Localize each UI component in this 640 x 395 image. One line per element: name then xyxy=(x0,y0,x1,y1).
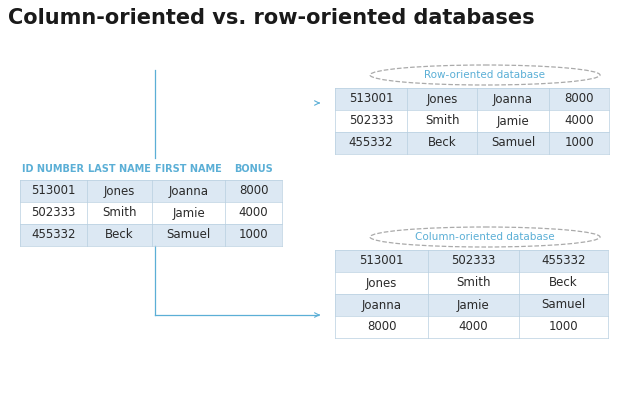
Text: 513001: 513001 xyxy=(31,184,76,198)
FancyBboxPatch shape xyxy=(335,294,608,316)
Text: 1000: 1000 xyxy=(548,320,579,333)
Text: Column-oriented database: Column-oriented database xyxy=(415,232,555,242)
Ellipse shape xyxy=(370,227,600,247)
Text: 455332: 455332 xyxy=(349,137,393,149)
Text: Jamie: Jamie xyxy=(497,115,529,128)
Text: 455332: 455332 xyxy=(31,228,76,241)
Text: 4000: 4000 xyxy=(459,320,488,333)
Text: Beck: Beck xyxy=(428,137,456,149)
Text: BONUS: BONUS xyxy=(234,164,273,174)
Text: 502333: 502333 xyxy=(31,207,76,220)
Text: Smith: Smith xyxy=(425,115,460,128)
Text: Jamie: Jamie xyxy=(172,207,205,220)
Text: FIRST NAME: FIRST NAME xyxy=(155,164,222,174)
Text: Samuel: Samuel xyxy=(491,137,535,149)
Text: Jones: Jones xyxy=(104,184,135,198)
Text: Jones: Jones xyxy=(366,276,397,290)
Text: Smith: Smith xyxy=(102,207,137,220)
FancyBboxPatch shape xyxy=(335,88,609,110)
Text: Jamie: Jamie xyxy=(457,299,490,312)
Text: 502333: 502333 xyxy=(349,115,393,128)
Text: 4000: 4000 xyxy=(564,115,594,128)
Text: Joanna: Joanna xyxy=(362,299,401,312)
Text: 1000: 1000 xyxy=(564,137,594,149)
FancyBboxPatch shape xyxy=(20,202,282,224)
FancyBboxPatch shape xyxy=(20,180,282,202)
Text: 8000: 8000 xyxy=(564,92,594,105)
Text: Beck: Beck xyxy=(105,228,134,241)
FancyBboxPatch shape xyxy=(335,132,609,154)
Text: ID NUMBER: ID NUMBER xyxy=(22,164,84,174)
FancyBboxPatch shape xyxy=(335,250,608,272)
Text: 8000: 8000 xyxy=(239,184,268,198)
Text: 502333: 502333 xyxy=(451,254,496,267)
Text: Samuel: Samuel xyxy=(541,299,586,312)
Text: Row-oriented database: Row-oriented database xyxy=(424,70,545,80)
Text: 513001: 513001 xyxy=(349,92,393,105)
Text: 455332: 455332 xyxy=(541,254,586,267)
FancyBboxPatch shape xyxy=(20,224,282,246)
Text: Samuel: Samuel xyxy=(166,228,211,241)
Text: Jones: Jones xyxy=(426,92,458,105)
Text: 8000: 8000 xyxy=(367,320,396,333)
FancyBboxPatch shape xyxy=(335,110,609,132)
Text: Beck: Beck xyxy=(549,276,578,290)
Ellipse shape xyxy=(370,65,600,85)
Text: Smith: Smith xyxy=(456,276,491,290)
Text: 4000: 4000 xyxy=(239,207,268,220)
Text: 513001: 513001 xyxy=(359,254,404,267)
Text: Joanna: Joanna xyxy=(493,92,533,105)
Text: LAST NAME: LAST NAME xyxy=(88,164,151,174)
Text: 1000: 1000 xyxy=(239,228,268,241)
Text: Column-oriented vs. row-oriented databases: Column-oriented vs. row-oriented databas… xyxy=(8,8,534,28)
FancyBboxPatch shape xyxy=(335,272,608,294)
FancyBboxPatch shape xyxy=(335,316,608,338)
Text: Joanna: Joanna xyxy=(168,184,209,198)
